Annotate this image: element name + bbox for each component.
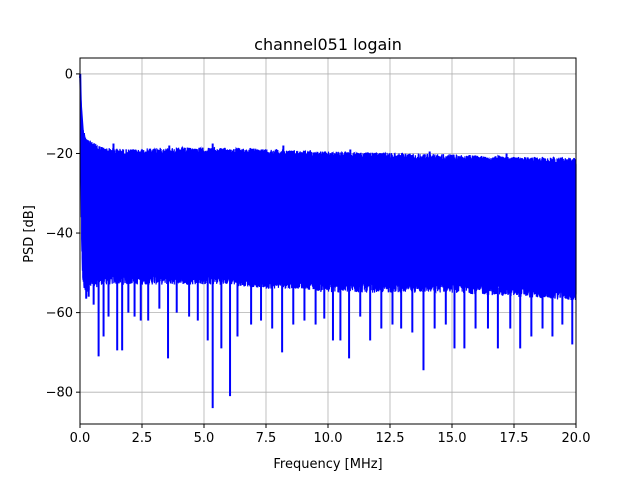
x-tick-label: 2.5 [132, 431, 153, 446]
x-axis-label: Frequency [MHz] [273, 457, 382, 472]
x-ticks: 0.0 2.5 5.0 7.5 10.0 12.5 15.0 17.5 20.0 [70, 424, 591, 446]
x-tick-label: 15.0 [438, 431, 467, 446]
psd-band-core [80, 71, 576, 291]
y-tick-label: −60 [46, 306, 73, 321]
y-tick-label: −80 [46, 386, 73, 401]
x-tick-label: 20.0 [562, 431, 591, 446]
y-tick-label: −20 [46, 147, 73, 162]
y-ticks: 0 −20 −40 −60 −80 [46, 67, 80, 401]
x-tick-label: 7.5 [256, 431, 277, 446]
x-tick-label: 10.0 [314, 431, 343, 446]
psd-series [79, 71, 577, 409]
y-axis-label: PSD [dB] [22, 205, 37, 263]
y-tick-label: 0 [65, 67, 73, 82]
x-tick-label: 5.0 [194, 431, 215, 446]
x-tick-label: 12.5 [376, 431, 405, 446]
chart-title: channel051 logain [254, 35, 402, 54]
x-tick-label: 0.0 [70, 431, 91, 446]
x-tick-label: 17.5 [500, 431, 529, 446]
y-tick-label: −40 [46, 227, 73, 242]
